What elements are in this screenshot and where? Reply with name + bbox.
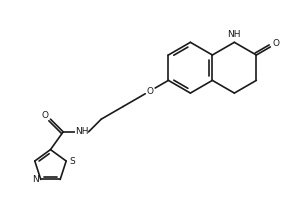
Text: S: S	[69, 157, 75, 166]
Text: NH: NH	[228, 30, 241, 39]
Text: O: O	[146, 87, 153, 96]
Text: O: O	[41, 111, 48, 120]
Text: N: N	[32, 175, 38, 184]
Text: O: O	[272, 39, 279, 48]
Text: NH: NH	[75, 127, 88, 136]
